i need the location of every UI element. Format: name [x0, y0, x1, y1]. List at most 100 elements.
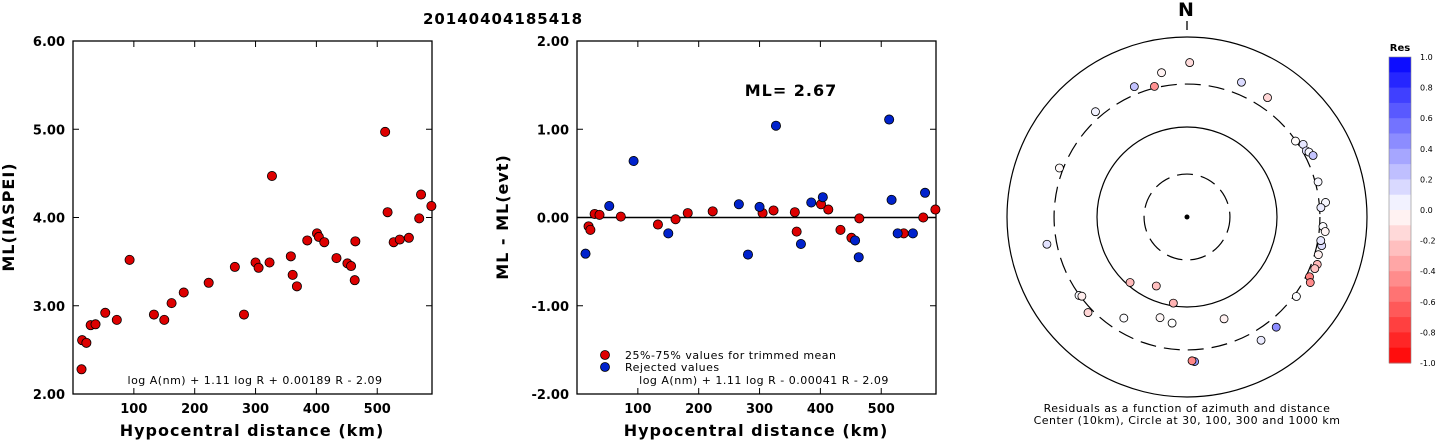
colorbar-cell	[1389, 286, 1411, 303]
legend-marker-trimmed	[600, 350, 610, 360]
colorbar: Res 1.0 0.8 0.6 0.4 0.2 0.0 -0.2 -0.4 -0.6 -0.8 -1…	[1388, 43, 1436, 368]
data-point	[886, 194, 897, 205]
colorbar-title: Res	[1390, 43, 1410, 54]
data-point	[148, 309, 159, 320]
data-point	[394, 234, 405, 245]
data-point	[580, 248, 591, 259]
station-point	[1077, 291, 1087, 301]
axis-ticks: 100 200 300 400 500 -2.00 -1.00 0.00 1.00 2.00	[532, 35, 936, 417]
station-point	[1055, 163, 1064, 173]
x-axis-label: Hypocentral distance (km)	[624, 421, 889, 440]
colorbar-cells	[1389, 57, 1411, 364]
station-point	[1168, 298, 1178, 308]
colorbar-tick-label: 1.0	[1420, 53, 1433, 62]
data-point	[349, 275, 360, 286]
colorbar-cell	[1389, 179, 1411, 196]
data-point	[403, 232, 414, 243]
data-point	[663, 228, 674, 239]
y-tick-label: 3.00	[33, 300, 65, 315]
x-tick-label: 200	[685, 402, 712, 417]
data-point	[76, 364, 87, 375]
y-axis-label: ML - ML(evt)	[493, 154, 512, 280]
station-point	[1316, 203, 1326, 213]
north-label: N	[1178, 0, 1194, 21]
data-point	[331, 253, 342, 264]
data-point	[652, 219, 663, 230]
colorbar-cell	[1389, 133, 1411, 150]
station-point	[1151, 281, 1161, 291]
ring-300km	[1053, 83, 1321, 351]
data-point	[382, 207, 393, 218]
y-tick-label: -1.00	[532, 300, 569, 315]
y-tick-label: 6.00	[33, 35, 65, 50]
data-point	[835, 224, 846, 235]
data-point	[918, 212, 929, 223]
data-point	[892, 228, 903, 239]
legend-label-rejected: Rejected values	[625, 361, 720, 374]
station-point	[1320, 227, 1330, 236]
legend: 25%-75% values for trimmed mean Rejected…	[600, 349, 836, 374]
colorbar-cell	[1389, 148, 1411, 165]
colorbar-cell	[1389, 317, 1411, 333]
data-point	[302, 235, 313, 246]
data-point	[733, 199, 744, 210]
colorbar-ticks: 1.0 0.8 0.6 0.4 0.2 0.0 -0.2 -0.4 -0.6 -0.8 -1.0	[1420, 53, 1436, 368]
data-point	[628, 156, 639, 167]
data-point	[291, 281, 302, 292]
data-point	[604, 201, 615, 212]
station-point	[1308, 151, 1318, 160]
data-point	[285, 251, 296, 262]
figure-title: 20140404185418	[423, 10, 583, 28]
formula-label: log A(nm) + 1.11 log R + 0.00189 R - 2.0…	[128, 374, 383, 387]
station-point	[1167, 318, 1177, 328]
data-point	[670, 214, 681, 225]
y-axis-label: ML(IASPEI)	[0, 162, 18, 271]
magnitude-vs-distance-plot: 100 200 300 400 500 2.00 3.00 4.00 5.00 6.00 log …	[0, 35, 437, 440]
data-point	[229, 261, 240, 272]
colorbar-tick-label: 0.6	[1420, 114, 1433, 123]
station-point	[1313, 177, 1323, 187]
data-point	[416, 189, 427, 200]
colorbar-frame	[1388, 56, 1412, 364]
colorbar-tick-label: 0.8	[1420, 84, 1433, 93]
epicenter-dot	[1184, 214, 1190, 220]
data-point	[346, 261, 357, 272]
data-point	[178, 287, 189, 298]
colorbar-cell	[1389, 332, 1411, 349]
data-point	[111, 314, 122, 325]
colorbar-cell	[1389, 210, 1411, 226]
data-point	[791, 226, 802, 237]
data-point	[850, 235, 861, 246]
caption-line-2: Center (10km), Circle at 30, 100, 300 an…	[1034, 414, 1341, 427]
colorbar-cell	[1389, 118, 1411, 134]
data-point	[426, 201, 437, 212]
station-point	[1310, 264, 1320, 274]
data-point	[166, 298, 177, 309]
data-point	[770, 120, 781, 131]
data-point	[81, 337, 92, 348]
y-tick-label: 5.00	[33, 123, 65, 138]
data-point	[90, 319, 101, 330]
data-point	[920, 187, 931, 198]
y-tick-label: 4.00	[33, 212, 65, 227]
colorbar-cell	[1389, 225, 1411, 242]
data-point	[124, 254, 135, 265]
data-point	[707, 206, 718, 217]
x-tick-label: 100	[624, 402, 651, 417]
station-point	[1157, 68, 1166, 78]
x-axis-label: Hypocentral distance (km)	[120, 421, 385, 440]
station-point	[1219, 314, 1229, 324]
station-point	[1119, 313, 1129, 323]
station-point	[1155, 313, 1165, 323]
y-tick-label: 2.00	[537, 35, 569, 50]
data-point	[203, 277, 214, 288]
x-tick-label: 100	[120, 402, 147, 417]
data-point	[817, 192, 828, 203]
data-point	[319, 237, 330, 248]
axis-ticks: 100 200 300 400 500 2.00 3.00 4.00 5.00 6.00	[33, 35, 432, 417]
station-point	[1083, 308, 1093, 317]
station-points	[1042, 58, 1330, 366]
station-point	[1256, 335, 1266, 345]
data-points	[580, 114, 941, 263]
data-point	[884, 114, 895, 125]
